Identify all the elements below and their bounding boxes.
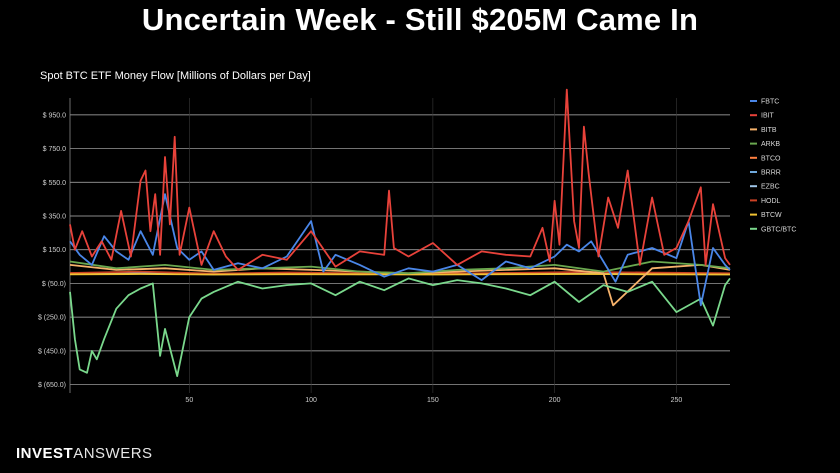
legend-label: GBTC/BTC	[761, 226, 796, 233]
y-tick-label: $ (450.0)	[38, 348, 66, 355]
x-tick-label: 250	[671, 397, 683, 404]
series-lines	[69, 88, 731, 378]
legend-label: HODL	[761, 198, 781, 205]
legend: FBTC IBIT BITB ARKB BTCO BRRR EZBC HODL BTCW GBTC…	[750, 99, 796, 233]
y-tick-label: $ 150.0	[43, 247, 66, 254]
legend-label: FBTC	[761, 99, 779, 106]
x-axis-ticks: 50 100 150 200 250	[185, 397, 682, 404]
chart-title: Spot BTC ETF Money Flow [Millions of Dol…	[40, 70, 311, 82]
page-headline: Uncertain Week - Still $205M Came In	[141, 2, 699, 37]
legend-label: BITB	[761, 127, 777, 134]
y-tick-label: $ 550.0	[43, 180, 66, 187]
x-tick-label: 50	[185, 397, 193, 404]
y-tick-label: $ (50.0)	[42, 281, 66, 288]
x-tick-label: 100	[305, 397, 317, 404]
brand-part-answers: ANSWERS	[73, 445, 153, 462]
legend-label: IBIT	[761, 113, 775, 120]
series-line-gbtc-btc	[69, 277, 731, 378]
brand-part-invest: INVEST	[16, 445, 74, 462]
series-line-btcw	[69, 273, 731, 276]
plot-area	[70, 98, 730, 393]
y-axis-ticks: $ 950.0 $ 750.0 $ 550.0 $ 350.0 $ 150.0 $ (50…	[38, 112, 66, 389]
legend-label: BTCO	[761, 155, 781, 162]
legend-label: ARKB	[761, 141, 780, 148]
series-line-ibit	[69, 88, 731, 271]
y-tick-label: $ 750.0	[43, 146, 66, 153]
y-tick-label: $ (650.0)	[38, 382, 66, 389]
x-tick-label: 150	[427, 397, 439, 404]
legend-label: EZBC	[761, 184, 780, 191]
brand-logo: INVESTANSWERS	[16, 445, 153, 462]
legend-label: BTCW	[761, 212, 782, 219]
legend-label: BRRR	[761, 170, 781, 177]
x-tick-label: 200	[549, 397, 561, 404]
series-line-fbtc	[69, 193, 731, 307]
y-tick-label: $ 350.0	[43, 214, 66, 221]
series-line-arkb	[69, 260, 731, 275]
y-tick-label: $ 950.0	[43, 112, 66, 119]
y-tick-label: $ (250.0)	[38, 315, 66, 322]
